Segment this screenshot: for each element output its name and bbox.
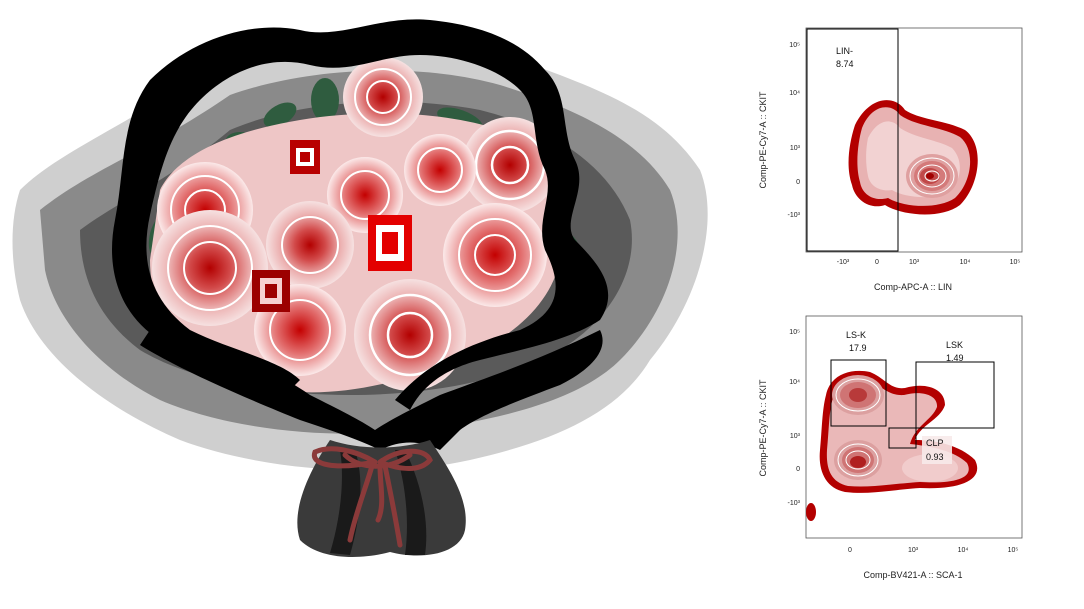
y-tick: 10⁴ (789, 90, 800, 97)
x-tick: 10⁴ (960, 259, 971, 266)
flow-plot-bottom: LS-K 17.9 LSK 1.49 CLP 0.93 10⁵ 10⁴ 10³ … (758, 315, 1023, 580)
y-tick: 10³ (790, 433, 801, 440)
y-tick: 10⁵ (789, 42, 800, 49)
rose (404, 134, 476, 206)
y-tick: 0 (796, 466, 800, 473)
gate-value-ls-k: 17.9 (849, 343, 867, 353)
x-tick: 10⁵ (1008, 547, 1019, 554)
pixel-buds (252, 140, 412, 312)
x-tick: 10⁵ (1010, 259, 1021, 266)
x-tick: -10³ (837, 259, 850, 266)
gate-label-clp: CLP (926, 438, 944, 448)
y-tick: -10³ (788, 500, 801, 507)
gate-lsk[interactable] (915, 361, 995, 429)
gate-value-clp: 0.93 (926, 452, 944, 462)
x-tick: 10⁴ (958, 547, 969, 554)
ribbon (311, 446, 433, 548)
x-tick: 10³ (909, 259, 920, 266)
y-tick: 0 (796, 179, 800, 186)
rose (327, 157, 403, 233)
y-tick: -10³ (788, 212, 801, 219)
roses (152, 57, 558, 391)
x-tick: 0 (848, 547, 852, 554)
x-axis-label: Comp-APC-A :: LIN (874, 282, 952, 292)
gate-lin-neg[interactable] (806, 28, 899, 252)
gate-label-ls-k: LS-K (846, 330, 866, 340)
x-tick: 0 (875, 259, 879, 266)
gate-value-lsk: 1.49 (946, 353, 964, 363)
flow-plot-top: LIN- 8.74 10⁵ 10⁴ 10³ 0 -10³ -10³ 0 10³ … (758, 27, 1023, 292)
x-tick: 10³ (908, 547, 919, 554)
y-axis-label: Comp-PE-Cy7-A :: CKIT (758, 91, 768, 189)
wrap-black-bottom (140, 330, 603, 450)
gate-ls-k[interactable] (830, 359, 887, 427)
gate-label-lsk: LSK (946, 340, 963, 350)
y-tick: 10³ (790, 145, 801, 152)
x-axis-label: Comp-BV421-A :: SCA-1 (863, 570, 962, 580)
gate-value-lin-neg: 8.74 (836, 59, 854, 69)
gate-clp[interactable] (888, 427, 917, 449)
y-axis-label: Comp-PE-Cy7-A :: CKIT (758, 379, 768, 477)
y-tick: 10⁴ (789, 379, 800, 386)
gate-label-lin-neg: LIN- (836, 46, 853, 56)
rose (266, 201, 354, 289)
bouquet-illustration (12, 19, 708, 557)
y-tick: 10⁵ (789, 329, 800, 336)
